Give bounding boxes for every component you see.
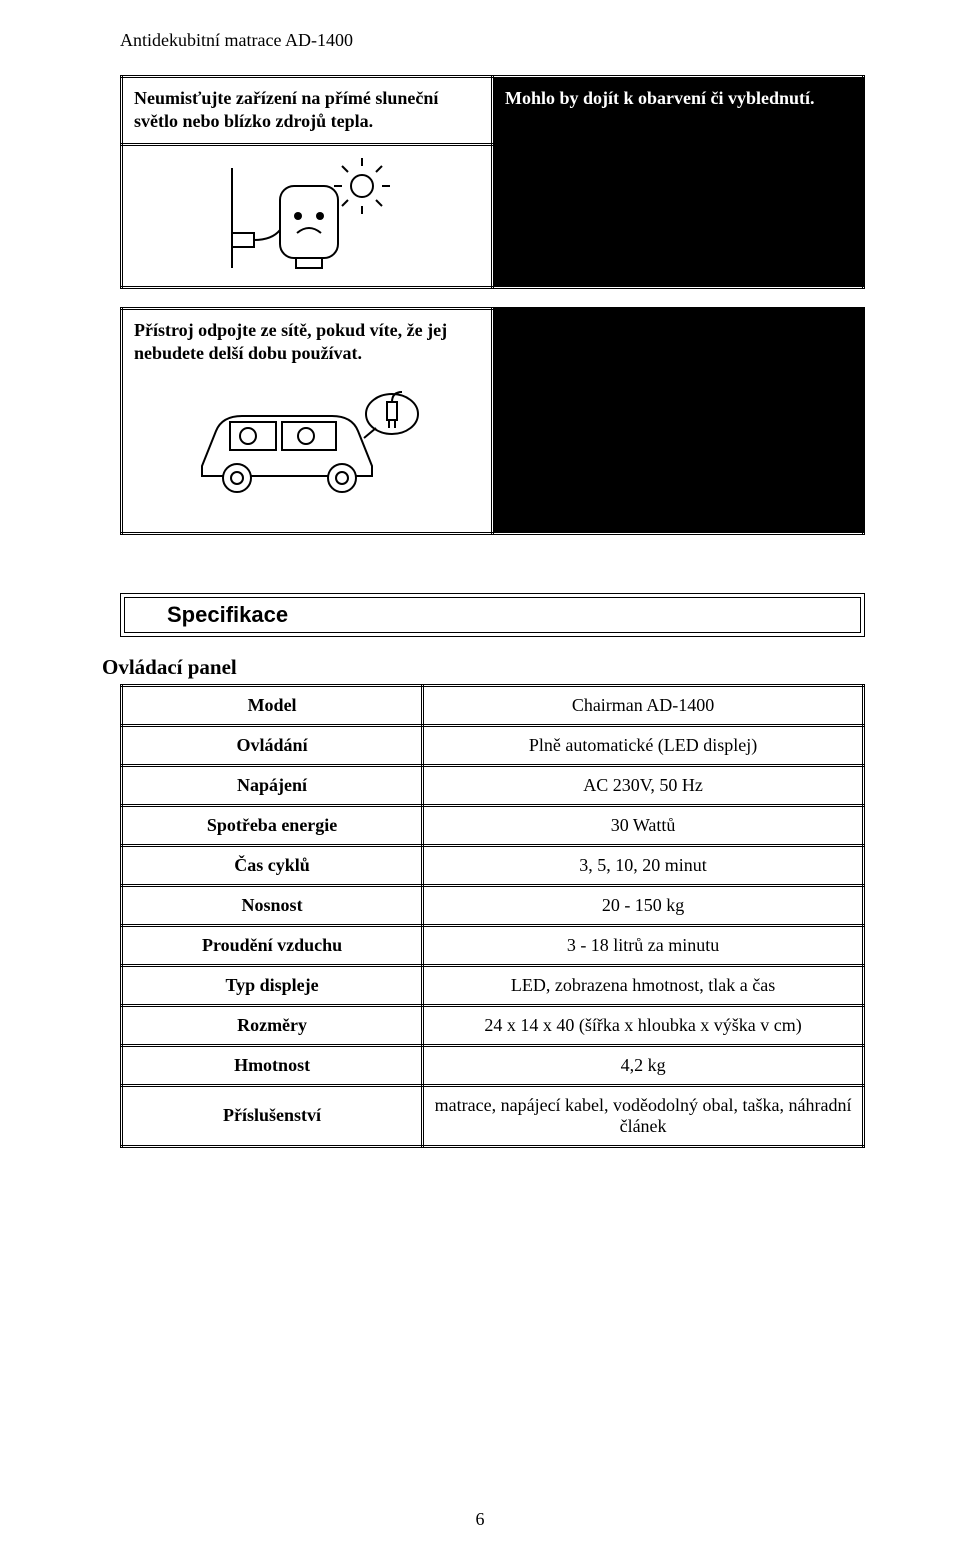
spec-value: matrace, napájecí kabel, voděodolný obal… [423, 1085, 864, 1146]
car-unplug-illustration-icon [182, 376, 432, 506]
spec-label: Příslušenství [122, 1085, 423, 1146]
spec-label: Model [122, 685, 423, 725]
warning-sunlight-result: Mohlo by dojít k obarvení či vyblednutí. [495, 79, 861, 118]
spec-value: 24 x 14 x 40 (šířka x hloubka x výška v … [423, 1005, 864, 1045]
table-row: Rozměry 24 x 14 x 40 (šířka x hloubka x … [122, 1005, 864, 1045]
page: Antidekubitní matrace AD-1400 Neumisťujt… [0, 0, 960, 1550]
table-row: Příslušenství matrace, napájecí kabel, v… [122, 1085, 864, 1146]
panel-heading: Ovládací panel [102, 655, 865, 680]
table-row: Typ displeje LED, zobrazena hmotnost, tl… [122, 965, 864, 1005]
warning-row-sunlight: Neumisťujte zařízení na přímé sluneční s… [120, 75, 865, 289]
warning-sunlight-text-cell: Neumisťujte zařízení na přímé sluneční s… [122, 77, 493, 145]
spec-label: Proudění vzduchu [122, 925, 423, 965]
warning-unplug-cell: Přístroj odpojte ze sítě, pokud víte, že… [122, 308, 493, 533]
spec-label: Typ displeje [122, 965, 423, 1005]
spec-value: 3, 5, 10, 20 minut [423, 845, 864, 885]
table-row: Spotřeba energie 30 Wattů [122, 805, 864, 845]
table-row: Nosnost 20 - 150 kg [122, 885, 864, 925]
spec-table-body: Model Chairman AD-1400 Ovládání Plně aut… [122, 685, 864, 1146]
page-header: Antidekubitní matrace AD-1400 [120, 30, 865, 51]
warning-sunlight-illustration-cell [122, 144, 493, 287]
sun-device-illustration-icon [202, 158, 412, 278]
spec-value: 30 Wattů [423, 805, 864, 845]
warning-sunlight-dark-empty [493, 144, 864, 287]
spec-value: 20 - 150 kg [423, 885, 864, 925]
table-row: Proudění vzduchu 3 - 18 litrů za minutu [122, 925, 864, 965]
spec-value: 4,2 kg [423, 1045, 864, 1085]
spec-label: Ovládání [122, 725, 423, 765]
spec-title-inner: Specifikace [124, 597, 861, 633]
spec-value: Chairman AD-1400 [423, 685, 864, 725]
spec-label: Hmotnost [122, 1045, 423, 1085]
spec-value: AC 230V, 50 Hz [423, 765, 864, 805]
table-row: Ovládání Plně automatické (LED displej) [122, 725, 864, 765]
page-number: 6 [0, 1509, 960, 1530]
table-row: Model Chairman AD-1400 [122, 685, 864, 725]
warning-unplug-text: Přístroj odpojte ze sítě, pokud víte, že… [124, 311, 490, 372]
spec-table: Model Chairman AD-1400 Ovládání Plně aut… [120, 684, 865, 1148]
spec-title-text: Specifikace [125, 602, 288, 628]
spec-title-box: Specifikace [120, 593, 865, 637]
warning-sunlight-text: Neumisťujte zařízení na přímé sluneční s… [124, 79, 490, 142]
warning-row-unplug: Přístroj odpojte ze sítě, pokud víte, že… [120, 307, 865, 535]
spec-value: LED, zobrazena hmotnost, tlak a čas [423, 965, 864, 1005]
spec-label: Napájení [122, 765, 423, 805]
warning-unplug-dark-empty [493, 308, 864, 533]
warning-sunlight-result-cell: Mohlo by dojít k obarvení či vyblednutí. [493, 77, 864, 145]
table-row: Napájení AC 230V, 50 Hz [122, 765, 864, 805]
table-row: Hmotnost 4,2 kg [122, 1045, 864, 1085]
spec-label: Rozměry [122, 1005, 423, 1045]
spec-label: Nosnost [122, 885, 423, 925]
spec-value: 3 - 18 litrů za minutu [423, 925, 864, 965]
spec-label: Čas cyklů [122, 845, 423, 885]
spec-value: Plně automatické (LED displej) [423, 725, 864, 765]
table-row: Čas cyklů 3, 5, 10, 20 minut [122, 845, 864, 885]
spec-label: Spotřeba energie [122, 805, 423, 845]
